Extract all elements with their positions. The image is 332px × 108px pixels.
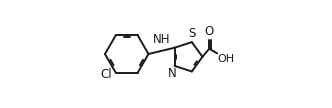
Text: O: O: [205, 25, 214, 38]
Text: OH: OH: [218, 54, 235, 64]
Text: N: N: [168, 67, 176, 80]
Text: S: S: [189, 27, 196, 40]
Text: NH: NH: [153, 33, 170, 46]
Text: Cl: Cl: [101, 68, 112, 81]
